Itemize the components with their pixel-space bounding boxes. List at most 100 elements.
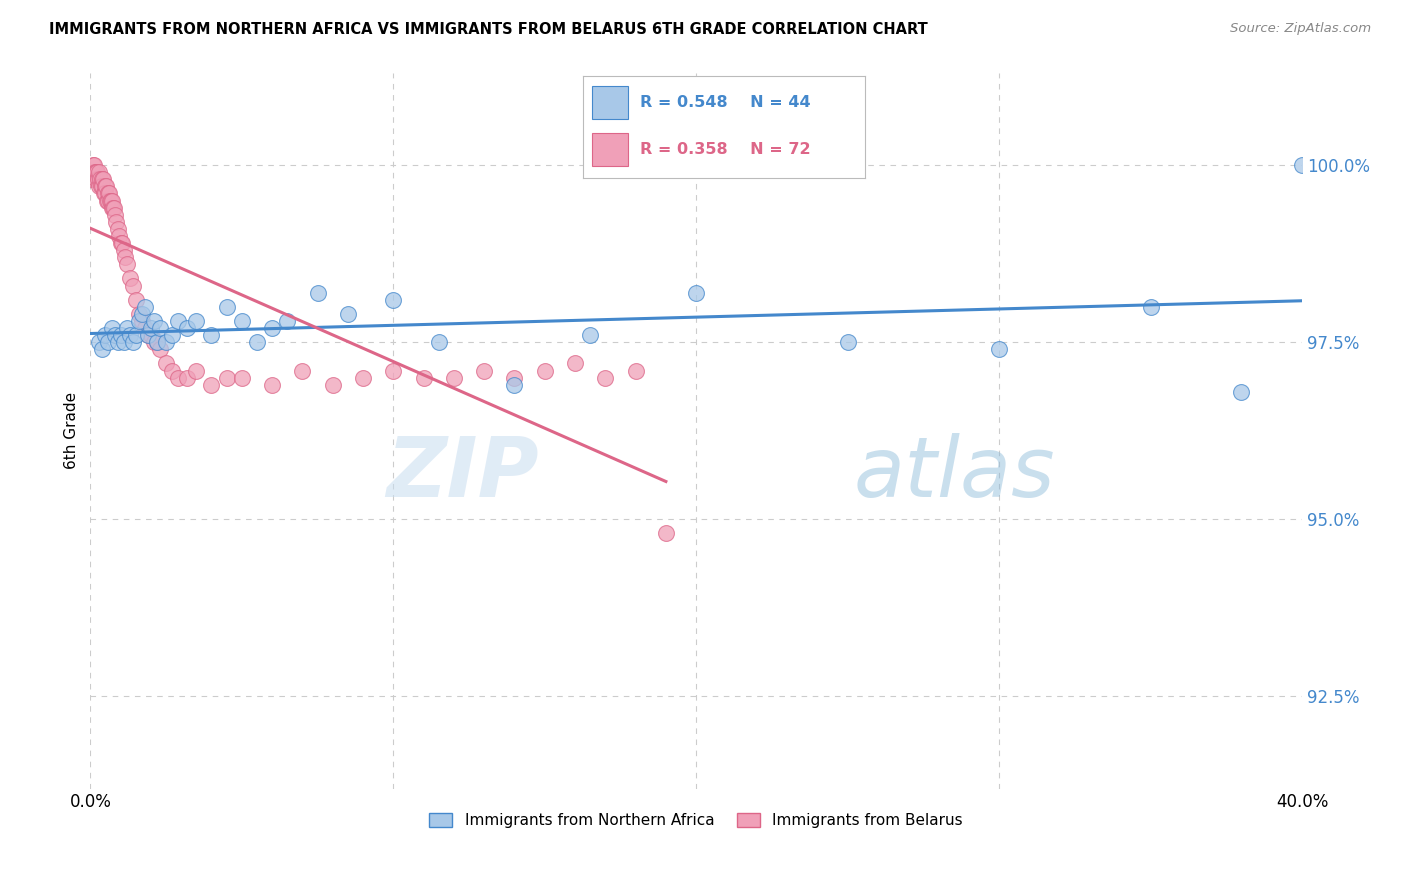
Point bbox=[107, 335, 129, 350]
Point bbox=[121, 335, 143, 350]
Point bbox=[98, 194, 121, 208]
Point bbox=[176, 370, 198, 384]
Point bbox=[131, 314, 153, 328]
Point bbox=[91, 172, 114, 186]
Point bbox=[352, 370, 374, 384]
Point bbox=[128, 314, 150, 328]
Point bbox=[564, 356, 586, 370]
Point bbox=[90, 179, 112, 194]
Point bbox=[115, 257, 138, 271]
Point bbox=[97, 335, 120, 350]
Text: ZIP: ZIP bbox=[387, 434, 538, 514]
Point bbox=[503, 377, 526, 392]
Point bbox=[94, 328, 117, 343]
Point bbox=[103, 208, 125, 222]
Point bbox=[176, 321, 198, 335]
Point bbox=[382, 293, 405, 307]
Point bbox=[121, 278, 143, 293]
Point bbox=[336, 307, 359, 321]
Point bbox=[94, 179, 117, 194]
Point bbox=[1230, 384, 1253, 399]
Point bbox=[83, 165, 105, 179]
Point bbox=[97, 186, 120, 201]
Bar bbox=[592, 87, 628, 119]
Point bbox=[80, 172, 103, 186]
Point bbox=[443, 370, 465, 384]
Point bbox=[89, 335, 111, 350]
Point bbox=[114, 250, 136, 264]
Text: Source: ZipAtlas.com: Source: ZipAtlas.com bbox=[1230, 22, 1371, 36]
Point bbox=[89, 179, 111, 194]
Point bbox=[103, 201, 125, 215]
Point bbox=[103, 328, 125, 343]
Point bbox=[83, 158, 105, 172]
Point bbox=[115, 321, 138, 335]
Point bbox=[86, 165, 108, 179]
Point bbox=[155, 335, 177, 350]
Point bbox=[91, 343, 114, 357]
Point bbox=[149, 321, 172, 335]
Point bbox=[503, 370, 526, 384]
Point bbox=[160, 328, 183, 343]
Point bbox=[291, 363, 314, 377]
Point bbox=[101, 194, 124, 208]
Point bbox=[134, 300, 156, 314]
Point bbox=[96, 194, 118, 208]
Point bbox=[262, 377, 284, 392]
Point bbox=[186, 314, 208, 328]
Point bbox=[322, 377, 344, 392]
Point bbox=[134, 321, 156, 335]
Point bbox=[90, 172, 112, 186]
Point bbox=[110, 235, 132, 250]
Point bbox=[86, 172, 108, 186]
Point bbox=[91, 179, 114, 194]
Point bbox=[200, 328, 222, 343]
Point bbox=[125, 328, 148, 343]
Point bbox=[262, 321, 284, 335]
Point bbox=[472, 363, 495, 377]
Point bbox=[200, 377, 222, 392]
Point bbox=[1291, 158, 1313, 172]
Bar bbox=[592, 133, 628, 166]
Point bbox=[82, 165, 104, 179]
Point bbox=[231, 314, 253, 328]
Point bbox=[118, 271, 141, 285]
Point bbox=[93, 186, 115, 201]
Point bbox=[107, 222, 129, 236]
Text: R = 0.358    N = 72: R = 0.358 N = 72 bbox=[640, 142, 810, 157]
Point bbox=[427, 335, 450, 350]
Text: IMMIGRANTS FROM NORTHERN AFRICA VS IMMIGRANTS FROM BELARUS 6TH GRADE CORRELATION: IMMIGRANTS FROM NORTHERN AFRICA VS IMMIG… bbox=[49, 22, 928, 37]
Text: R = 0.548    N = 44: R = 0.548 N = 44 bbox=[640, 95, 810, 110]
Point bbox=[146, 335, 169, 350]
Point bbox=[160, 363, 183, 377]
Point bbox=[97, 194, 120, 208]
Point bbox=[231, 370, 253, 384]
Point bbox=[89, 172, 111, 186]
Point bbox=[87, 165, 110, 179]
Point bbox=[167, 314, 190, 328]
Point bbox=[837, 335, 859, 350]
Point bbox=[112, 335, 135, 350]
Point bbox=[125, 293, 148, 307]
Point bbox=[100, 194, 122, 208]
Point bbox=[100, 201, 122, 215]
Point bbox=[155, 356, 177, 370]
Point bbox=[624, 363, 647, 377]
Point bbox=[1139, 300, 1161, 314]
Point bbox=[215, 300, 238, 314]
Point bbox=[110, 328, 132, 343]
Point bbox=[118, 328, 141, 343]
Point bbox=[131, 307, 153, 321]
Point bbox=[595, 370, 617, 384]
Point bbox=[112, 243, 135, 257]
Point bbox=[685, 285, 707, 300]
Point bbox=[142, 335, 165, 350]
Point bbox=[128, 307, 150, 321]
Point bbox=[82, 158, 104, 172]
Point bbox=[98, 186, 121, 201]
Point bbox=[579, 328, 602, 343]
Point bbox=[167, 370, 190, 384]
Point bbox=[307, 285, 329, 300]
Point bbox=[139, 321, 162, 335]
Text: atlas: atlas bbox=[853, 434, 1056, 514]
